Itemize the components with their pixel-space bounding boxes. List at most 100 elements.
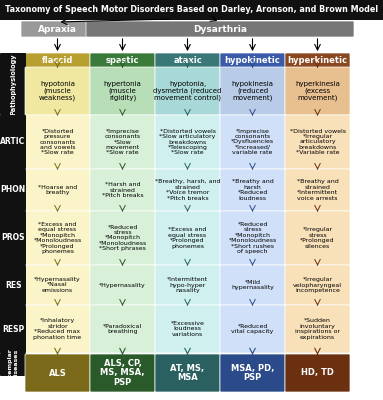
FancyBboxPatch shape xyxy=(155,115,220,169)
Text: ataxic: ataxic xyxy=(173,56,202,65)
Text: *Reduced
stress
*Monopitch
*Monoloudness
*Short rushes
of speech: *Reduced stress *Monopitch *Monoloudness… xyxy=(228,222,277,254)
Text: *Distorted
pressure
consonants
and vowels
*Slow rate: *Distorted pressure consonants and vowel… xyxy=(39,129,75,155)
FancyBboxPatch shape xyxy=(90,265,155,305)
FancyBboxPatch shape xyxy=(90,354,155,392)
FancyBboxPatch shape xyxy=(220,265,285,305)
FancyBboxPatch shape xyxy=(0,211,26,265)
FancyBboxPatch shape xyxy=(285,67,350,115)
FancyBboxPatch shape xyxy=(25,67,90,115)
Text: ALS, CP,
MS, MSA,
PSP: ALS, CP, MS, MSA, PSP xyxy=(100,359,145,387)
FancyBboxPatch shape xyxy=(155,53,220,68)
Text: ARTIC: ARTIC xyxy=(0,138,26,146)
Text: flaccid: flaccid xyxy=(42,56,73,65)
Text: ALS: ALS xyxy=(49,368,66,378)
Text: HD, TD: HD, TD xyxy=(301,368,334,378)
Text: spastic: spastic xyxy=(106,56,139,65)
Text: *Sudden
involuntary
inspirations or
expirations: *Sudden involuntary inspirations or expi… xyxy=(295,318,340,340)
FancyBboxPatch shape xyxy=(0,305,26,353)
FancyBboxPatch shape xyxy=(155,211,220,265)
Text: *Irregular
stress
*Prolonged
silences: *Irregular stress *Prolonged silences xyxy=(300,227,335,248)
Text: *Hypernasality
*Nasal
emissions: *Hypernasality *Nasal emissions xyxy=(34,277,81,293)
FancyBboxPatch shape xyxy=(285,115,350,169)
FancyBboxPatch shape xyxy=(90,305,155,353)
Text: Pathophysiology: Pathophysiology xyxy=(10,53,16,115)
Text: *Harsh and
strained
*Pitch breaks: *Harsh and strained *Pitch breaks xyxy=(102,182,143,198)
Text: *Breathy, harsh, and
strained
*Voice tremor
*Pitch breaks: *Breathy, harsh, and strained *Voice tre… xyxy=(155,179,220,201)
FancyBboxPatch shape xyxy=(220,67,285,115)
Text: hypokinetic: hypokinetic xyxy=(224,56,280,65)
FancyBboxPatch shape xyxy=(25,265,90,305)
Text: Taxonomy of Speech Motor Disorders Based on Darley, Aronson, and Brown Model: Taxonomy of Speech Motor Disorders Based… xyxy=(5,6,378,14)
FancyBboxPatch shape xyxy=(90,211,155,265)
FancyBboxPatch shape xyxy=(0,169,26,211)
Text: Apraxia: Apraxia xyxy=(38,24,77,34)
FancyBboxPatch shape xyxy=(220,305,285,353)
Text: *Imprecise
consonants
*Dysfluencies
*Increased/
variable rate: *Imprecise consonants *Dysfluencies *Inc… xyxy=(231,129,274,155)
FancyBboxPatch shape xyxy=(155,305,220,353)
Text: *Intermittent
hypo-hyper
nasality: *Intermittent hypo-hyper nasality xyxy=(167,277,208,293)
Text: *Reduced
vital capacity: *Reduced vital capacity xyxy=(231,324,274,334)
Text: *Excess and
equal stress
*Prolonged
phonemes: *Excess and equal stress *Prolonged phon… xyxy=(168,227,207,248)
Text: *Distorted vowels
*Irregular
articulatory
breakdowns
*Variable rate: *Distorted vowels *Irregular articulator… xyxy=(290,129,345,155)
FancyBboxPatch shape xyxy=(25,354,90,392)
FancyBboxPatch shape xyxy=(155,169,220,211)
Text: *Excessive
loudness
variations: *Excessive loudness variations xyxy=(170,321,205,337)
FancyBboxPatch shape xyxy=(90,53,155,68)
FancyBboxPatch shape xyxy=(0,53,26,115)
Text: *Excess and
equal stress
*Monopitch
*Monoloudness
*Prolonged
phonemes: *Excess and equal stress *Monopitch *Mon… xyxy=(33,222,82,254)
FancyBboxPatch shape xyxy=(25,53,90,68)
Text: Common Characteristics: Common Characteristics xyxy=(10,189,16,279)
Text: PHON: PHON xyxy=(0,186,26,194)
Text: MSA, PD,
PSP: MSA, PD, PSP xyxy=(231,364,274,382)
FancyBboxPatch shape xyxy=(155,265,220,305)
Text: hyperkinetic: hyperkinetic xyxy=(288,56,347,65)
Text: hypokinesia
(reduced
movement): hypokinesia (reduced movement) xyxy=(231,81,273,101)
FancyBboxPatch shape xyxy=(0,115,26,353)
Text: AT, MS,
MSA: AT, MS, MSA xyxy=(170,364,205,382)
FancyBboxPatch shape xyxy=(285,265,350,305)
FancyBboxPatch shape xyxy=(21,21,94,37)
FancyBboxPatch shape xyxy=(220,169,285,211)
FancyBboxPatch shape xyxy=(155,354,220,392)
FancyBboxPatch shape xyxy=(25,211,90,265)
Text: Dysarthria: Dysarthria xyxy=(193,24,247,34)
FancyBboxPatch shape xyxy=(220,211,285,265)
FancyBboxPatch shape xyxy=(285,211,350,265)
FancyBboxPatch shape xyxy=(220,115,285,169)
Text: *Distorted vowels
*Slow articulatory
breakdowns
*Telescoping
*Slow rate: *Distorted vowels *Slow articulatory bre… xyxy=(159,129,216,155)
Text: hypertonia
(muscle
rigidity): hypertonia (muscle rigidity) xyxy=(103,81,141,101)
FancyBboxPatch shape xyxy=(90,115,155,169)
FancyBboxPatch shape xyxy=(90,169,155,211)
Text: *Breathy and
harsh
*Reduced
loudness: *Breathy and harsh *Reduced loudness xyxy=(232,179,273,201)
FancyBboxPatch shape xyxy=(0,353,26,376)
FancyBboxPatch shape xyxy=(285,354,350,392)
Text: *Inhalatory
stridor
*Reduced max
phonation time: *Inhalatory stridor *Reduced max phonati… xyxy=(33,318,82,340)
FancyBboxPatch shape xyxy=(285,53,350,68)
Text: *Mild
hypernasality: *Mild hypernasality xyxy=(231,280,274,290)
FancyBboxPatch shape xyxy=(0,0,383,20)
Text: *Paradoxical
breathing: *Paradoxical breathing xyxy=(103,324,142,334)
Text: Exemplar
Diseases: Exemplar Diseases xyxy=(8,348,18,381)
FancyBboxPatch shape xyxy=(25,305,90,353)
Text: *Breathy and
strained
*Intermittent
voice arrests: *Breathy and strained *Intermittent voic… xyxy=(296,179,338,201)
Text: RES: RES xyxy=(5,280,21,290)
FancyBboxPatch shape xyxy=(220,53,285,68)
FancyBboxPatch shape xyxy=(86,21,354,37)
FancyBboxPatch shape xyxy=(220,354,285,392)
FancyBboxPatch shape xyxy=(25,115,90,169)
FancyBboxPatch shape xyxy=(90,67,155,115)
FancyBboxPatch shape xyxy=(0,115,26,169)
FancyBboxPatch shape xyxy=(155,67,220,115)
Text: *Hoarse and
breathy: *Hoarse and breathy xyxy=(38,185,77,195)
Text: *Imprecise
consonants
*Slow
movement
*Slow rate: *Imprecise consonants *Slow movement *Sl… xyxy=(105,129,141,155)
Text: *Hypernasality: *Hypernasality xyxy=(99,282,146,288)
Text: hypotonia,
dysmetria (reduced
movement control): hypotonia, dysmetria (reduced movement c… xyxy=(153,81,222,101)
Text: RESP: RESP xyxy=(2,324,24,334)
Text: hyperkinesia
(excess
movement): hyperkinesia (excess movement) xyxy=(295,81,340,101)
Text: hypotonia
(muscle
weakness): hypotonia (muscle weakness) xyxy=(39,81,76,101)
Text: PROS: PROS xyxy=(1,234,25,242)
FancyBboxPatch shape xyxy=(0,265,26,305)
Text: *Irregular
velopharyngeal
incompetence: *Irregular velopharyngeal incompetence xyxy=(293,277,342,293)
FancyBboxPatch shape xyxy=(285,169,350,211)
FancyBboxPatch shape xyxy=(25,169,90,211)
